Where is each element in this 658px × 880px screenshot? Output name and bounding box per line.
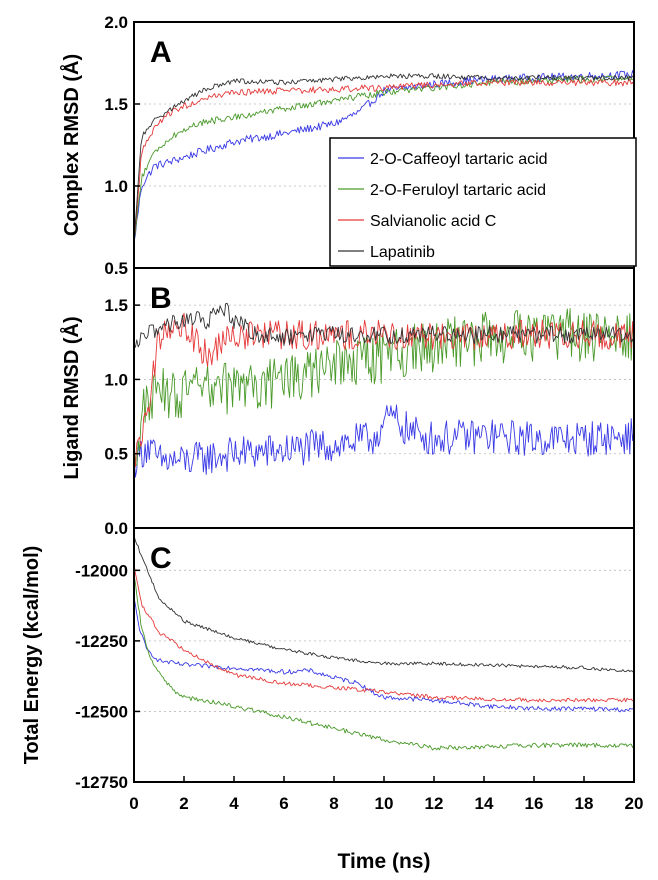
legend-entry-4: Lapatinib bbox=[338, 244, 435, 261]
panel-c-series bbox=[133, 535, 635, 751]
panel-a-series bbox=[133, 70, 635, 243]
panel-c-ylabel: Total Energy (kcal/mol) bbox=[21, 546, 43, 765]
x-axis-label: Time (ns) bbox=[338, 850, 431, 873]
panel-c-series-feruloyl bbox=[133, 574, 635, 751]
legend-label-3: Salvianolic acid C bbox=[370, 213, 496, 230]
panel-b-letter: B bbox=[150, 282, 172, 315]
panel-c-series-salvianolic bbox=[133, 563, 635, 703]
xtick-label: 20 bbox=[625, 794, 644, 813]
legend-label-2: 2-O-Feruloyl tartaric acid bbox=[370, 182, 546, 199]
legend-label-1: 2-O-Caffeoyl tartaric acid bbox=[370, 151, 548, 168]
panel-b-ytick-label: 0.0 bbox=[104, 519, 128, 538]
panel-b-series bbox=[133, 302, 635, 478]
panel-a-series-salvianolic bbox=[133, 78, 635, 242]
panel-b-series-caffeoyl bbox=[133, 404, 635, 478]
panel-c-grid bbox=[134, 569, 634, 712]
xtick-label: 18 bbox=[575, 794, 594, 813]
panel-a-ytick-label: 0.5 bbox=[104, 259, 128, 278]
panel-b-series-salvianolic bbox=[133, 312, 635, 468]
panel-a-series-caffeoyl bbox=[133, 70, 635, 242]
legend-entry-1: 2-O-Caffeoyl tartaric acid bbox=[338, 151, 548, 168]
panel-c-ytick-label: -12750 bbox=[75, 773, 128, 792]
panel-a-ylabel: Complex RMSD (Å) bbox=[59, 54, 83, 236]
xtick-label: 4 bbox=[229, 794, 239, 813]
panel-a-series-lapatinib bbox=[133, 73, 635, 243]
panel-b-ytick-label: 1.5 bbox=[104, 296, 128, 315]
panel-b-ytick-label: 1.0 bbox=[104, 370, 128, 389]
xtick-label: 8 bbox=[329, 794, 338, 813]
panel-c-frame bbox=[133, 527, 635, 783]
panel-a-letter: A bbox=[150, 36, 172, 69]
xtick-label: 14 bbox=[475, 794, 494, 813]
xtick-label: 10 bbox=[375, 794, 394, 813]
panel-a-ytick-label: 1.5 bbox=[104, 95, 128, 114]
panel-b-ylabel: Ligand RMSD (Å) bbox=[59, 316, 83, 479]
legend-entry-3: Salvianolic acid C bbox=[338, 213, 496, 230]
panel-a: 0.5 1.0 1.5 2.0 Complex RMSD (Å) A 2-O-Caff… bbox=[59, 13, 637, 278]
legend-box bbox=[329, 137, 637, 267]
legend-entry-2: 2-O-Feruloyl tartaric acid bbox=[338, 182, 546, 199]
panel-b-series-lapatinib bbox=[133, 302, 635, 348]
xtick-label: 16 bbox=[525, 794, 544, 813]
panel-a-ytick-label: 2.0 bbox=[104, 13, 128, 32]
xtick-label: 12 bbox=[425, 794, 444, 813]
panel-c-series-caffeoyl bbox=[133, 597, 635, 713]
panel-c-letter: C bbox=[150, 542, 172, 575]
panel-b-ytick-label: 0.5 bbox=[104, 445, 128, 464]
panel-b-series-feruloyl bbox=[133, 308, 635, 466]
panel-c-ytick-label: -12250 bbox=[75, 632, 128, 651]
xtick-label: 6 bbox=[279, 794, 288, 813]
panel-b-frame bbox=[133, 267, 635, 529]
legend-label-4: Lapatinib bbox=[370, 244, 435, 261]
panel-b-grid bbox=[134, 304, 634, 455]
panel-a-ytick-label: 1.0 bbox=[104, 177, 128, 196]
panel-b-axes: 0.0 0.5 1.0 1.5 bbox=[104, 267, 635, 538]
panel-c-ytick-label: -12000 bbox=[75, 561, 128, 580]
panel-a-series-feruloyl bbox=[133, 75, 635, 243]
legend: 2-O-Caffeoyl tartaric acid 2-O-Feruloyl … bbox=[329, 137, 637, 267]
panel-c-ytick-label: -12500 bbox=[75, 702, 128, 721]
xtick-label: 0 bbox=[129, 794, 138, 813]
panel-c-series-lapatinib bbox=[133, 535, 635, 674]
xtick-label: 2 bbox=[179, 794, 188, 813]
panel-b: 0.0 0.5 1.0 1.5 Ligand RMSD (Å) B bbox=[59, 267, 635, 538]
